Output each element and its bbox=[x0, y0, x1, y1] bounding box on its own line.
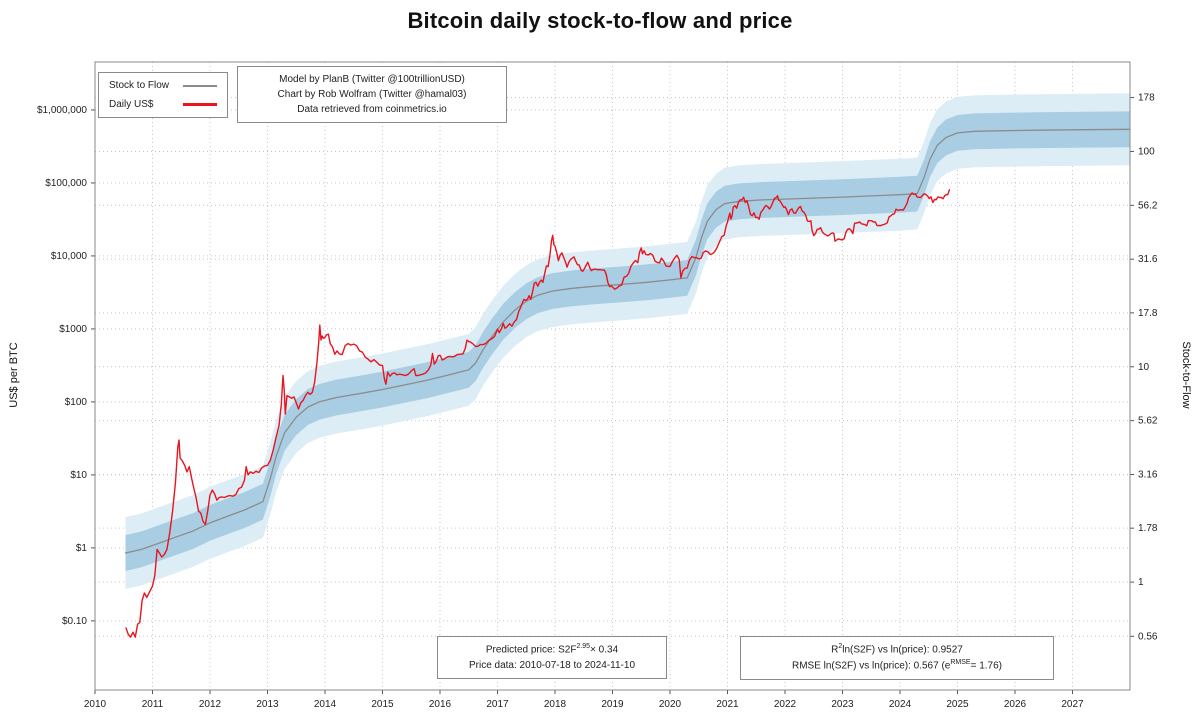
svg-text:$100: $100 bbox=[65, 397, 88, 408]
svg-text:2014: 2014 bbox=[314, 699, 337, 710]
svg-text:2027: 2027 bbox=[1061, 699, 1084, 710]
y-axis-label-right: Stock-to-Flow bbox=[1180, 341, 1192, 409]
svg-text:2023: 2023 bbox=[831, 699, 854, 710]
svg-text:17.8: 17.8 bbox=[1138, 308, 1158, 319]
model-credit: Model by PlanB (Twitter @100trillionUSD) bbox=[279, 74, 465, 85]
statistics-box: R2ln(S2F) vs ln(price): 0.9527 RMSE ln(S… bbox=[740, 636, 1054, 680]
svg-text:$0.10: $0.10 bbox=[62, 616, 87, 627]
svg-text:2024: 2024 bbox=[889, 699, 912, 710]
svg-text:100: 100 bbox=[1138, 146, 1155, 157]
svg-text:1: 1 bbox=[1138, 577, 1144, 588]
svg-text:2025: 2025 bbox=[946, 699, 969, 710]
svg-text:$1: $1 bbox=[76, 543, 88, 554]
svg-text:2022: 2022 bbox=[774, 699, 797, 710]
svg-text:2026: 2026 bbox=[1004, 699, 1027, 710]
svg-text:2015: 2015 bbox=[371, 699, 394, 710]
legend-label: Daily US$ bbox=[109, 99, 154, 110]
svg-text:$10: $10 bbox=[70, 470, 87, 481]
attribution-box: Model by PlanB (Twitter @100trillionUSD)… bbox=[237, 66, 507, 123]
svg-text:5.62: 5.62 bbox=[1138, 416, 1158, 427]
rmse-stat: RMSE ln(S2F) vs ln(price): 0.567 (eRMSE=… bbox=[791, 658, 1003, 672]
svg-text:2012: 2012 bbox=[199, 699, 222, 710]
svg-text:1.78: 1.78 bbox=[1138, 523, 1158, 534]
svg-text:2018: 2018 bbox=[544, 699, 567, 710]
legend-box: Stock to Flow Daily US$ bbox=[98, 72, 228, 118]
svg-text:2021: 2021 bbox=[716, 699, 739, 710]
data-source: Data retrieved from coinmetrics.io bbox=[297, 104, 447, 115]
svg-text:$1,000,000: $1,000,000 bbox=[37, 105, 87, 116]
svg-text:2011: 2011 bbox=[142, 699, 164, 710]
svg-text:$10,000: $10,000 bbox=[51, 251, 88, 262]
svg-text:2010: 2010 bbox=[84, 699, 107, 710]
chart-title: Bitcoin daily stock-to-flow and price bbox=[407, 8, 793, 33]
predicted-price-formula: Predicted price: S2F2.95× 0.34 bbox=[485, 643, 619, 656]
svg-text:2017: 2017 bbox=[486, 699, 509, 710]
svg-text:$1000: $1000 bbox=[59, 324, 87, 335]
r-squared-stat: R2ln(S2F) vs ln(price): 0.9527 bbox=[831, 643, 963, 656]
y-axis-label-left: US$ per BTC bbox=[8, 342, 20, 408]
svg-text:2016: 2016 bbox=[429, 699, 452, 710]
svg-text:$100,000: $100,000 bbox=[45, 178, 87, 189]
svg-text:56.2: 56.2 bbox=[1138, 200, 1158, 211]
legend-item-stock-to-flow: Stock to Flow bbox=[109, 80, 217, 91]
svg-text:3.16: 3.16 bbox=[1138, 470, 1158, 481]
svg-text:10: 10 bbox=[1138, 362, 1150, 373]
svg-text:178: 178 bbox=[1138, 93, 1155, 104]
svg-text:2020: 2020 bbox=[659, 699, 682, 710]
legend-item-daily-usd: Daily US$ bbox=[109, 99, 217, 110]
svg-text:2019: 2019 bbox=[601, 699, 624, 710]
svg-text:31.6: 31.6 bbox=[1138, 254, 1158, 265]
prediction-box: Predicted price: S2F2.95× 0.34 Price dat… bbox=[437, 636, 667, 680]
svg-text:2013: 2013 bbox=[256, 699, 279, 710]
svg-text:0.56: 0.56 bbox=[1138, 631, 1158, 642]
daily-usd-line-sample bbox=[183, 103, 217, 106]
chart-credit: Chart by Rob Wolfram (Twitter @hamal03) bbox=[277, 89, 467, 100]
stock-to-flow-line-sample bbox=[183, 84, 217, 87]
legend-label: Stock to Flow bbox=[109, 80, 170, 91]
price-data-range: Price data: 2010-07-18 to 2024-11-10 bbox=[468, 659, 636, 671]
